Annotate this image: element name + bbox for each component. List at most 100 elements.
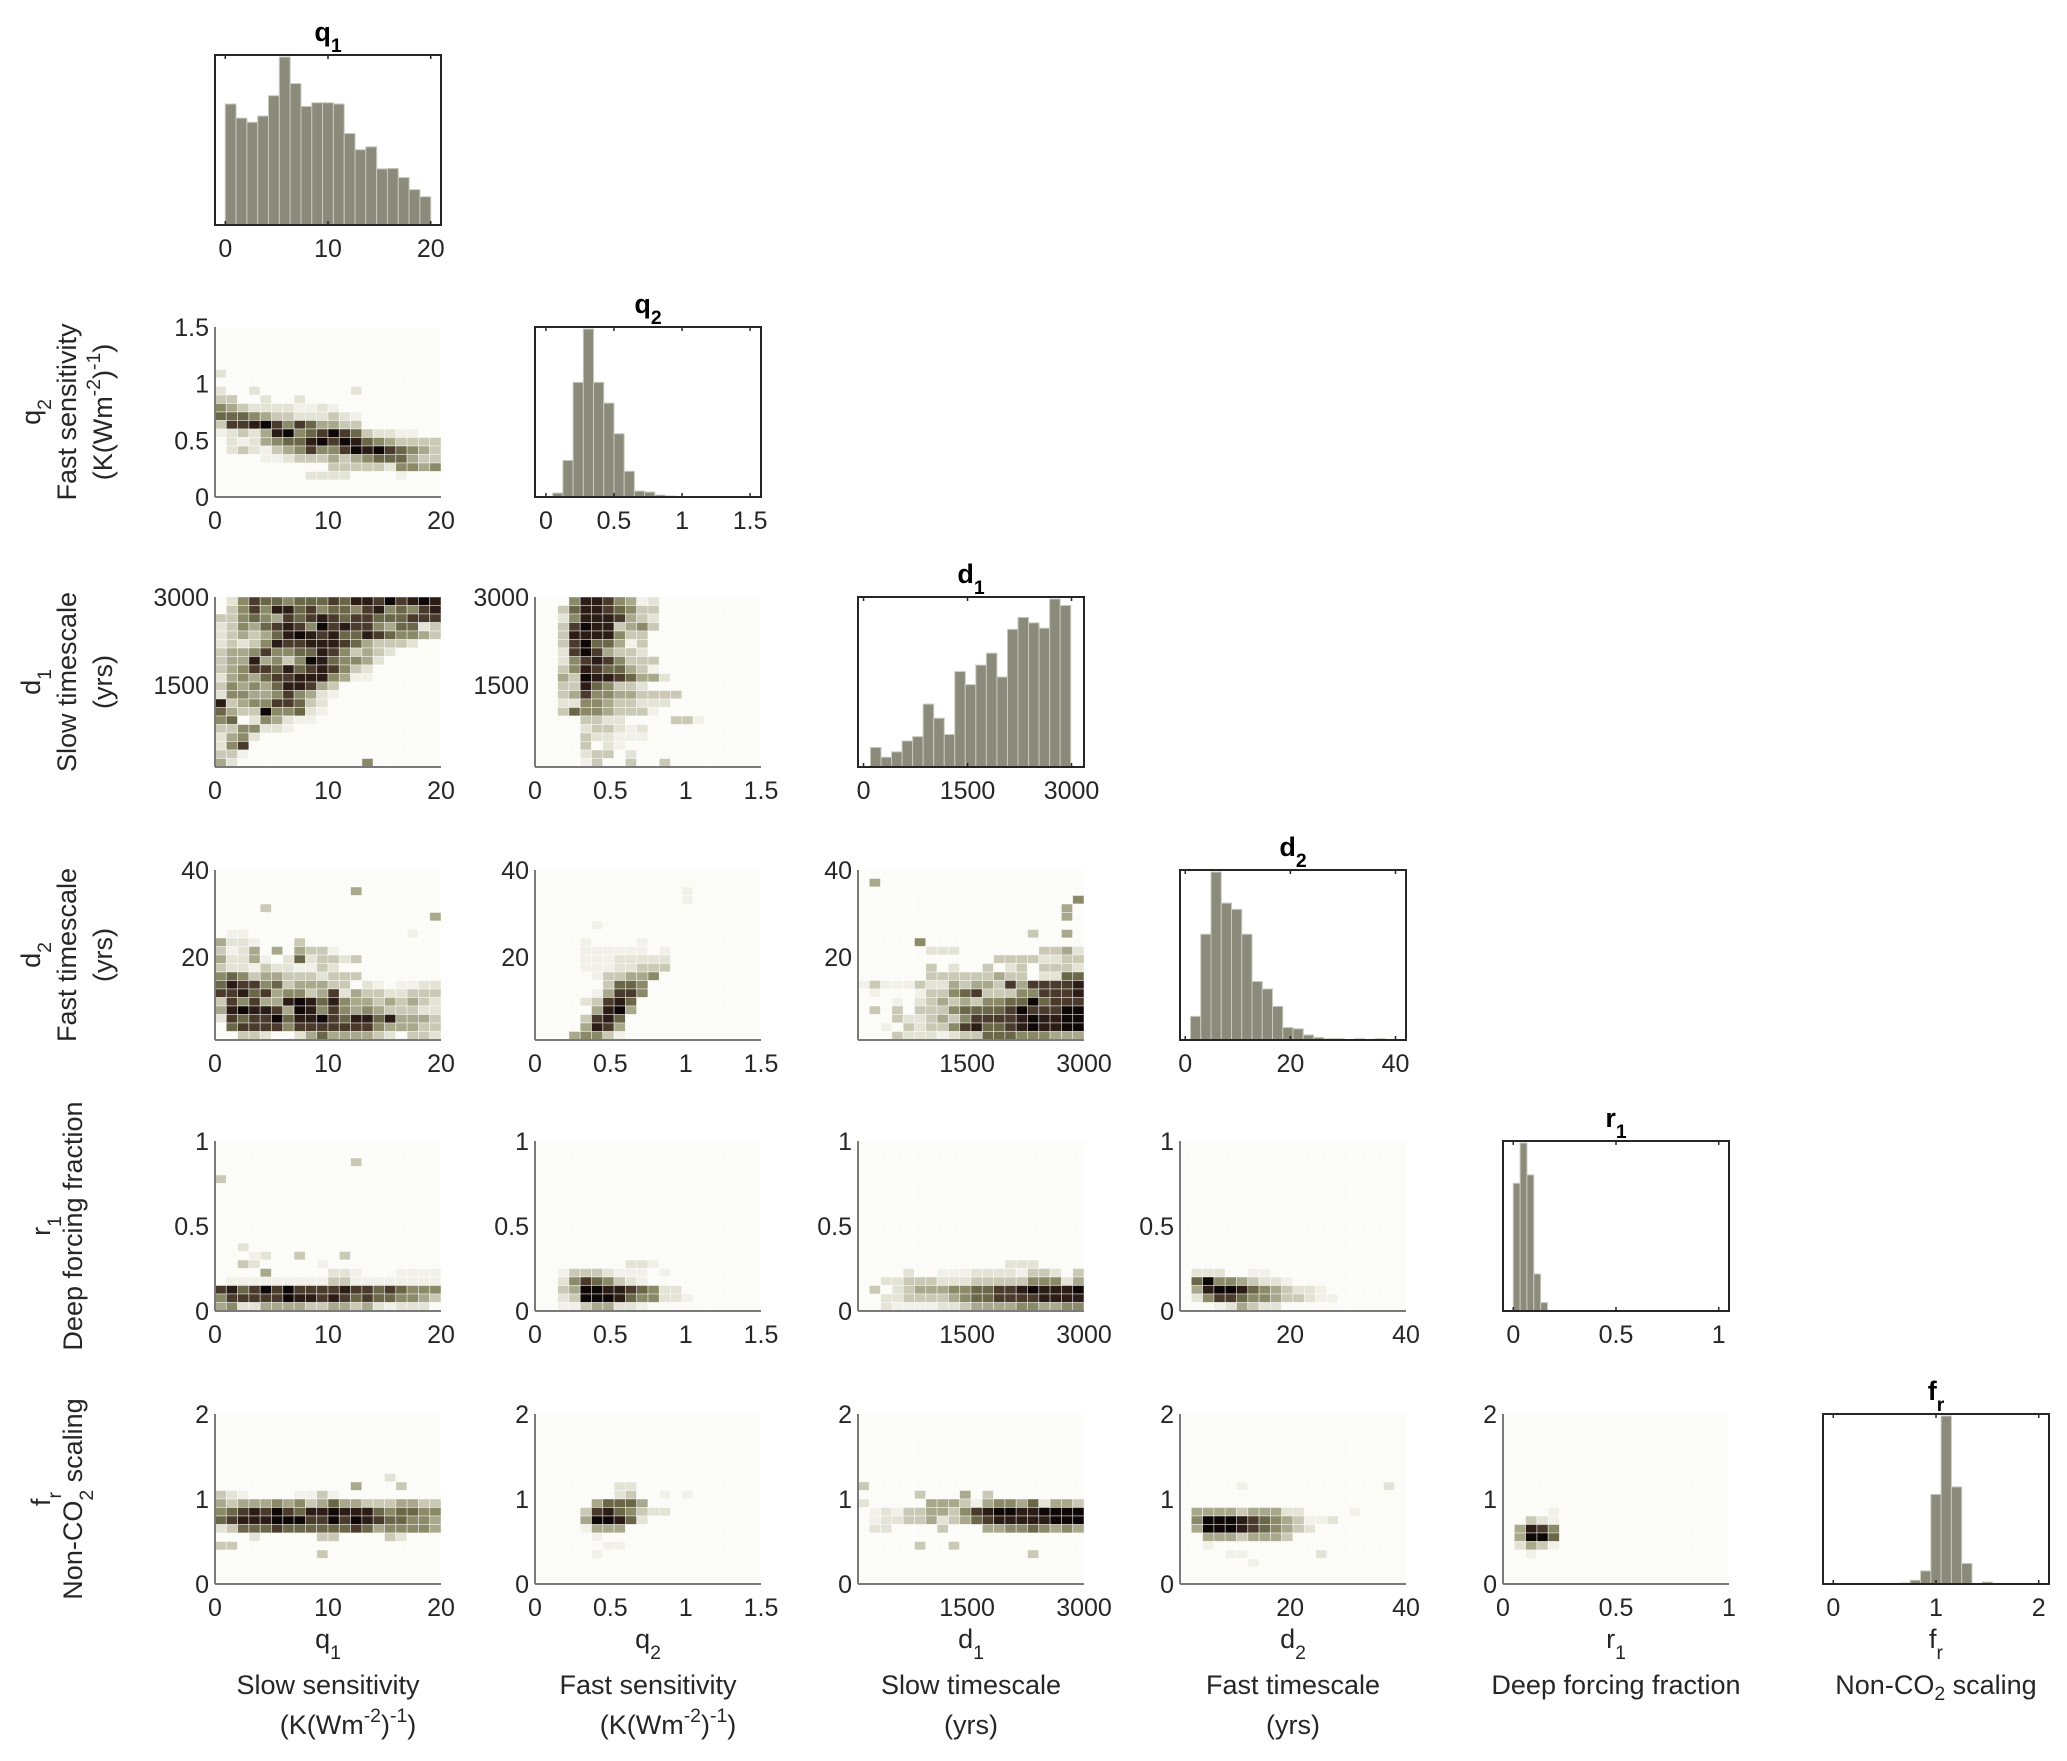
- heat-cell: [579, 1558, 592, 1568]
- heat-cell: [868, 1302, 881, 1312]
- heat-cell: [636, 596, 649, 606]
- heat-cell: [395, 1157, 408, 1167]
- heat-cell: [304, 988, 318, 998]
- heat-cell: [384, 1439, 397, 1449]
- heat-cell: [936, 1200, 949, 1210]
- heat-cell: [304, 1251, 318, 1261]
- heat-cell: [248, 954, 261, 964]
- heat-cell: [237, 988, 250, 998]
- heat-cell: [902, 1268, 915, 1278]
- heat-cell: [568, 1532, 581, 1542]
- heat-cell: [214, 997, 227, 1007]
- heat-cell: [372, 664, 385, 674]
- heat-cell: [1247, 1174, 1260, 1184]
- heat-cell: [271, 869, 284, 879]
- heat-cell: [293, 630, 306, 640]
- heat-cell: [293, 1208, 306, 1218]
- heat-cell: [658, 690, 671, 700]
- heat-cell: [1247, 1285, 1260, 1295]
- heat-cell: [338, 997, 351, 1007]
- heat-cell: [1349, 1268, 1362, 1278]
- heat-cell: [372, 1200, 385, 1210]
- heat-cell: [726, 758, 739, 768]
- heat-cell: [417, 1456, 431, 1466]
- heat-cell: [704, 758, 717, 768]
- heat-cell: [327, 1549, 340, 1559]
- heat-cell: [738, 1022, 751, 1032]
- heat-cell: [1072, 1217, 1085, 1227]
- heat-cell: [925, 1285, 938, 1295]
- heat-cell: [981, 954, 994, 964]
- heat-cell: [891, 1014, 904, 1024]
- heat-cell: [372, 1422, 385, 1432]
- heat-cell: [625, 1302, 638, 1312]
- heat-cell: [1383, 1140, 1396, 1150]
- heat-cell: [579, 1217, 592, 1227]
- heat-cell: [429, 1200, 442, 1210]
- heat-cell: [880, 1174, 893, 1184]
- heat-cell: [1303, 1234, 1317, 1244]
- heat-cell: [293, 1149, 306, 1159]
- heat-cell: [395, 360, 408, 370]
- heat-cell: [545, 690, 558, 700]
- heat-cell: [704, 605, 717, 615]
- heat-cell: [338, 1174, 351, 1184]
- heat-cell: [557, 639, 570, 649]
- heat-cell: [248, 639, 261, 649]
- heat-cell: [316, 715, 329, 725]
- x-tick-label: 3000: [1044, 777, 1100, 805]
- heat-cell: [658, 1140, 671, 1150]
- heat-cell: [248, 1225, 261, 1235]
- heat-cell: [316, 1413, 329, 1423]
- heat-cell: [749, 1549, 762, 1559]
- heat-cell: [259, 912, 272, 922]
- heat-cell: [579, 886, 592, 896]
- heat-cell: [406, 369, 419, 379]
- heat-cell: [557, 1558, 570, 1568]
- heat-cell: [902, 912, 915, 922]
- heat-cell: [726, 1439, 739, 1449]
- heat-cell: [602, 1532, 615, 1542]
- heat-cell: [237, 1447, 250, 1457]
- heat-cell: [704, 1242, 717, 1252]
- heat-cell: [372, 1149, 385, 1159]
- heat-cell: [749, 1242, 762, 1252]
- heat-cell: [1326, 1251, 1339, 1261]
- heat-cell: [704, 1166, 717, 1176]
- heat-cell: [316, 386, 329, 396]
- heat-cell: [1213, 1285, 1226, 1295]
- heat-cell: [316, 1005, 329, 1015]
- heat-cell: [282, 445, 295, 455]
- heat-cell: [271, 1566, 284, 1576]
- heat-cell: [304, 1191, 318, 1201]
- heat-cell: [316, 1447, 329, 1457]
- heat-cell: [749, 1532, 762, 1542]
- heat-cell: [1337, 1217, 1350, 1227]
- heat-cell: [658, 1157, 671, 1167]
- heat-cell: [1326, 1268, 1339, 1278]
- heat-cell: [225, 1014, 239, 1024]
- heat-cell: [1303, 1276, 1317, 1286]
- heat-cell: [749, 1507, 762, 1517]
- heat-cell: [1027, 1225, 1040, 1235]
- heat-cell: [925, 954, 938, 964]
- heat-cell: [271, 1200, 284, 1210]
- heat-cell: [293, 937, 306, 947]
- heat-cell: [557, 1166, 570, 1176]
- heat-cell: [361, 903, 374, 913]
- heat-cell: [417, 656, 431, 666]
- heat-cell: [981, 1140, 994, 1150]
- heat-cell: [613, 1447, 626, 1457]
- heat-cell: [1072, 980, 1085, 990]
- heat-cell: [248, 1566, 261, 1576]
- heat-cell: [891, 878, 904, 888]
- heat-cell: [715, 937, 728, 947]
- heat-cell: [225, 420, 239, 430]
- heat-cell: [406, 647, 419, 657]
- heat-cell: [271, 937, 284, 947]
- heat-cell: [959, 1268, 972, 1278]
- heat-cell: [350, 1166, 363, 1176]
- heat-cell: [681, 1191, 694, 1201]
- heat-cell: [545, 1422, 558, 1432]
- heat-cell: [613, 878, 626, 888]
